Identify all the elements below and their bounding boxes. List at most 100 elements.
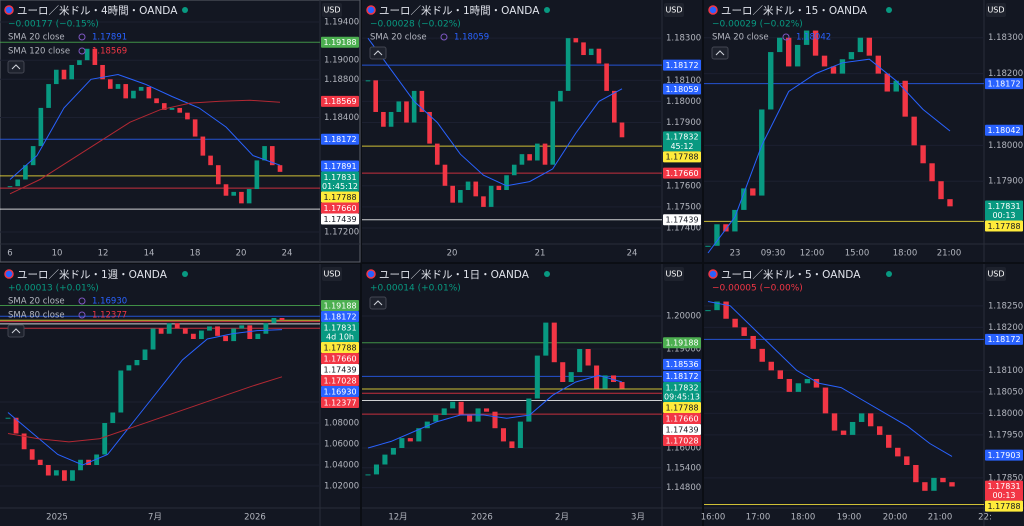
y-tick-label: 1.20000 — [666, 312, 701, 322]
collapse-button[interactable] — [369, 46, 387, 60]
candle — [876, 426, 883, 435]
currency-button[interactable] — [986, 3, 1006, 17]
candle — [61, 470, 67, 481]
indicator-name: SMA 80 close — [8, 311, 65, 321]
candle — [714, 224, 720, 246]
candle — [166, 323, 172, 334]
collapse-button[interactable] — [369, 296, 387, 310]
candle — [804, 378, 811, 384]
price-change: +0.00013 (+0.01%) — [8, 284, 99, 294]
candle — [741, 188, 747, 210]
candle — [821, 55, 828, 67]
price-tag — [321, 300, 359, 312]
candle — [433, 415, 439, 422]
collapse-button[interactable] — [7, 324, 25, 338]
x-tick-label: 2026 — [244, 513, 266, 523]
y-tick-label: 1.06000 — [324, 440, 359, 450]
y-tick-label: 1.19000 — [666, 345, 701, 355]
currency-button[interactable] — [664, 3, 684, 17]
candle — [169, 107, 175, 110]
candle — [247, 325, 253, 340]
currency-label: USD — [323, 6, 340, 15]
candle — [190, 333, 196, 340]
y-tick-label: 1.17950 — [988, 430, 1023, 440]
y-tick-label: 1.18000 — [988, 141, 1023, 151]
candle — [560, 362, 566, 383]
candle — [785, 37, 792, 67]
candle — [390, 448, 396, 455]
price-tag — [985, 333, 1023, 345]
x-tick-label: 14 — [144, 249, 155, 259]
candle — [500, 428, 507, 442]
currency-button[interactable] — [986, 267, 1006, 281]
currency-button[interactable] — [322, 3, 342, 17]
candle — [875, 55, 881, 74]
price-tag — [663, 59, 701, 71]
price-tag-label: 1.18172 — [987, 79, 1020, 88]
candle — [239, 191, 244, 204]
price-tag-countdown: 01:45:12 — [322, 182, 358, 191]
candle — [5, 417, 11, 419]
price-tag-label: 1.17660 — [665, 414, 698, 423]
candle — [517, 421, 523, 449]
y-tick-label: 1.18050 — [988, 387, 1023, 397]
y-tick-label: 1.08000 — [324, 419, 359, 429]
candle — [534, 355, 540, 399]
candle — [913, 464, 919, 483]
candle — [723, 301, 729, 319]
y-tick-label: 1.18250 — [988, 301, 1023, 311]
candle — [365, 474, 371, 476]
price-tag-label: 1.18569 — [323, 97, 356, 106]
candle — [504, 175, 509, 191]
candle — [619, 382, 625, 389]
price-tag-label: 1.19188 — [323, 301, 356, 310]
status-dot — [182, 271, 188, 277]
candle — [131, 90, 136, 99]
candle — [458, 401, 464, 416]
candle — [185, 112, 190, 120]
candle — [931, 477, 937, 491]
candle — [69, 64, 75, 80]
y-tick-label: 1.17400 — [666, 223, 701, 233]
price-tag — [985, 500, 1023, 512]
y-tick-label: 1.18000 — [988, 409, 1023, 419]
candle — [777, 370, 784, 379]
currency-button[interactable] — [664, 267, 684, 281]
price-tag-label: 1.18172 — [665, 61, 698, 70]
candle — [705, 310, 711, 312]
candle — [473, 181, 479, 197]
y-tick-label: 1.17200 — [324, 227, 359, 237]
candle — [118, 370, 124, 413]
x-tick-label: 3月 — [631, 513, 645, 523]
x-tick-label: 21:00 — [937, 249, 962, 259]
candle — [208, 155, 213, 166]
sma-line — [707, 301, 953, 457]
y-tick-label: 1.18100 — [988, 366, 1023, 376]
collapse-button[interactable] — [7, 60, 25, 74]
price-tag — [321, 342, 359, 354]
candle — [215, 326, 220, 336]
candle — [759, 348, 765, 362]
candle — [115, 84, 121, 89]
price-tag — [321, 36, 359, 48]
price-tag-label: 1.18059 — [665, 85, 698, 94]
x-tick-label: 18 — [190, 249, 201, 259]
price-tag — [321, 133, 359, 145]
candle — [822, 387, 829, 414]
candle — [768, 52, 774, 110]
candle — [404, 101, 409, 123]
candle — [831, 413, 838, 431]
candle — [610, 375, 617, 383]
candle — [53, 69, 59, 85]
x-tick-label: 21 — [535, 249, 546, 259]
currency-button[interactable] — [322, 267, 342, 281]
collapse-button[interactable] — [711, 46, 729, 60]
x-tick-label: 20 — [447, 249, 458, 259]
x-tick-label: 19:00 — [837, 513, 862, 523]
x-tick-label: 7月 — [148, 513, 162, 523]
candle — [441, 408, 447, 416]
candle — [100, 64, 105, 80]
price-change: −0.00029 (−0.02%) — [712, 20, 803, 30]
price-tag-label: 1.17028 — [323, 376, 356, 385]
candle — [551, 322, 557, 363]
